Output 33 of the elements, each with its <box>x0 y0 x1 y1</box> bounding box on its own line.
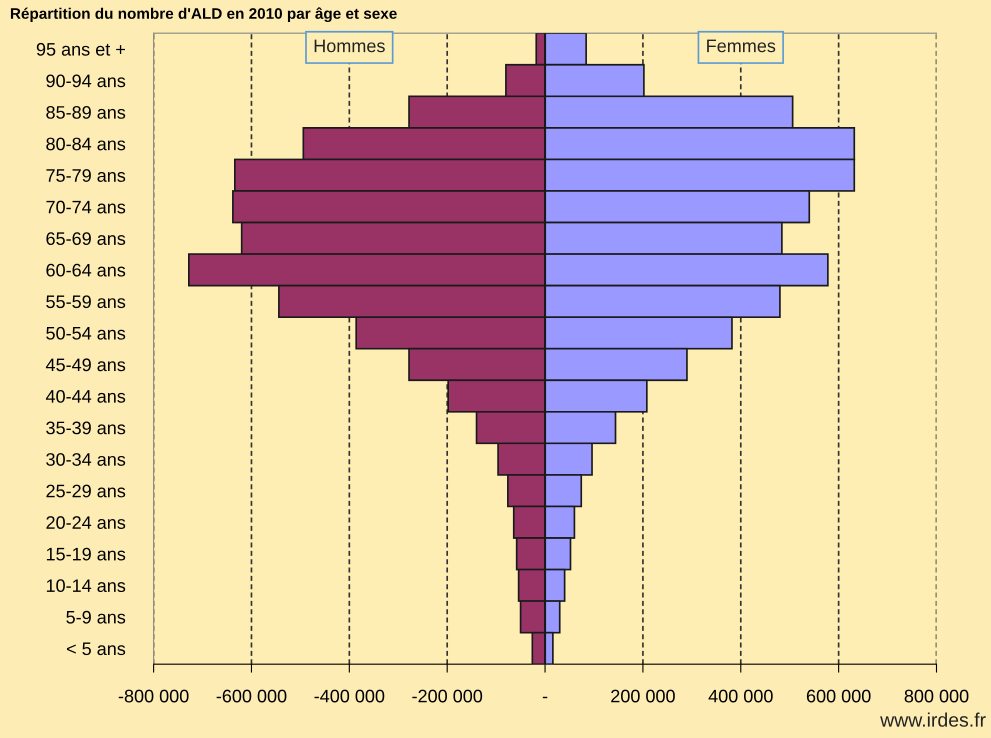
y-tick-label: 95 ans et + <box>36 42 125 56</box>
x-tick-label: 400 000 <box>708 690 773 702</box>
x-tick-label: - <box>542 696 548 698</box>
y-tick-label: 45-49 ans <box>46 358 126 372</box>
text: Hommes <box>314 40 385 52</box>
y-tick-label: 10-14 ans <box>46 579 126 592</box>
chart-title: Répartition du nombre d'ALD en 2010 par âge et sexe <box>10 7 397 22</box>
y-tick-label: 60-64 ans <box>46 264 126 277</box>
y-tick-label: 50-54 ans <box>46 326 126 340</box>
y-tick-label: 5-9 ans <box>66 610 126 624</box>
y-tick-label: 80-84 ans <box>46 138 126 150</box>
y-tick-label: 20-24 ans <box>46 516 126 529</box>
y-tick-label: 85-89 ans <box>46 106 126 119</box>
text: Femmes <box>707 40 776 52</box>
text: www.irdes.fr <box>880 712 986 727</box>
x-tick-label: -200 000 <box>412 690 482 702</box>
y-tick-label: 90-94 ans <box>46 74 126 88</box>
x-tick-label: -600 000 <box>216 690 286 702</box>
y-tick-label: 25-29 ans <box>46 484 126 498</box>
y-tick-label: 15-19 ans <box>46 548 126 560</box>
y-tick-label: < 5 ans <box>66 642 126 656</box>
y-tick-label: 40-44 ans <box>46 390 126 403</box>
x-tick-label: 600 000 <box>806 690 871 702</box>
y-tick-label: 35-39 ans <box>46 422 126 434</box>
y-tick-label: 65-69 ans <box>46 232 126 245</box>
x-tick-label: 800 000 <box>904 690 968 702</box>
x-tick-label: 200 000 <box>611 690 675 702</box>
y-tick-label: 55-59 ans <box>46 295 126 308</box>
x-tick-label: -400 000 <box>314 690 384 702</box>
y-tick-label: 75-79 ans <box>46 169 126 182</box>
x-tick-label: -800 000 <box>118 690 189 702</box>
y-tick-label: 30-34 ans <box>46 453 126 466</box>
y-tick-label: 70-74 ans <box>46 200 126 214</box>
